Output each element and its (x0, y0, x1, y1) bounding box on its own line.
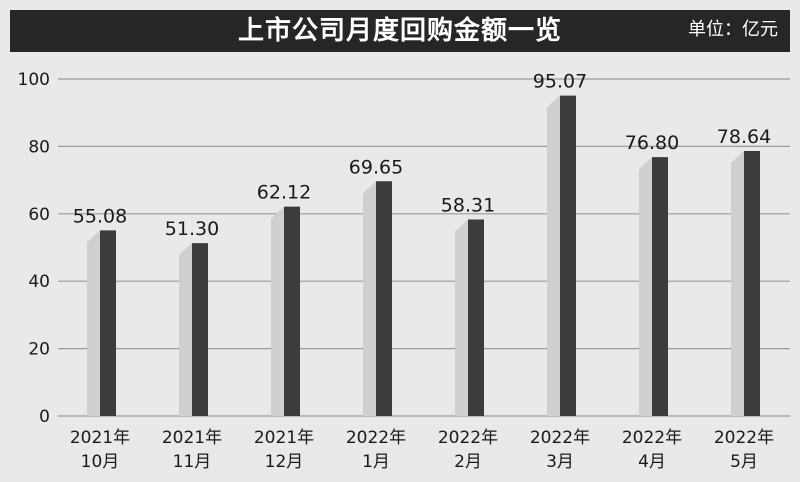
data-label: 55.08 (73, 205, 127, 227)
y-tick-label: 100 (18, 70, 50, 90)
x-tick-label: 2022年 (346, 428, 406, 448)
x-tick-label: 2022年 (622, 428, 682, 448)
data-label: 95.07 (533, 71, 587, 93)
x-tick-label: 2月 (454, 452, 482, 472)
bar (560, 95, 576, 416)
bar-side (179, 243, 192, 416)
bar (744, 150, 760, 416)
bar-side (455, 219, 468, 416)
bar-side (87, 230, 100, 416)
x-tick-label: 5月 (730, 452, 758, 472)
x-tick-label: 4月 (638, 452, 666, 472)
unit-label: 单位：亿元 (688, 19, 778, 40)
title-bar (10, 10, 790, 52)
x-tick-label: 2022年 (530, 428, 590, 448)
x-tick-label: 2021年 (162, 428, 222, 448)
bar-side (731, 150, 744, 416)
x-tick-label: 2022年 (714, 428, 774, 448)
x-tick-label: 2021年 (254, 428, 314, 448)
data-label: 51.30 (165, 218, 219, 240)
y-tick-label: 20 (28, 340, 50, 360)
x-tick-label: 3月 (546, 452, 574, 472)
x-tick-label: 12月 (265, 452, 304, 472)
bar (652, 157, 668, 416)
bar-side (363, 181, 376, 416)
bar-side (639, 157, 652, 416)
data-label: 69.65 (349, 156, 403, 178)
bar (192, 243, 208, 416)
bar (100, 230, 116, 416)
bar-side (547, 95, 560, 416)
bar (468, 219, 484, 416)
bar (376, 181, 392, 416)
y-tick-label: 80 (28, 137, 50, 157)
x-tick-label: 2021年 (70, 428, 130, 448)
x-tick-label: 11月 (173, 452, 212, 472)
data-label: 62.12 (257, 182, 311, 204)
chart-title: 上市公司月度回购金额一览 (237, 16, 562, 46)
data-label: 76.80 (625, 132, 679, 154)
x-tick-label: 2022年 (438, 428, 498, 448)
bar (284, 206, 300, 416)
y-tick-label: 60 (28, 205, 50, 225)
bar-side (271, 206, 284, 416)
data-label: 58.31 (441, 194, 495, 216)
y-tick-label: 0 (39, 407, 50, 427)
y-tick-label: 40 (28, 272, 50, 292)
x-tick-label: 10月 (81, 452, 120, 472)
x-tick-label: 1月 (362, 452, 390, 472)
data-label: 78.64 (717, 126, 771, 148)
